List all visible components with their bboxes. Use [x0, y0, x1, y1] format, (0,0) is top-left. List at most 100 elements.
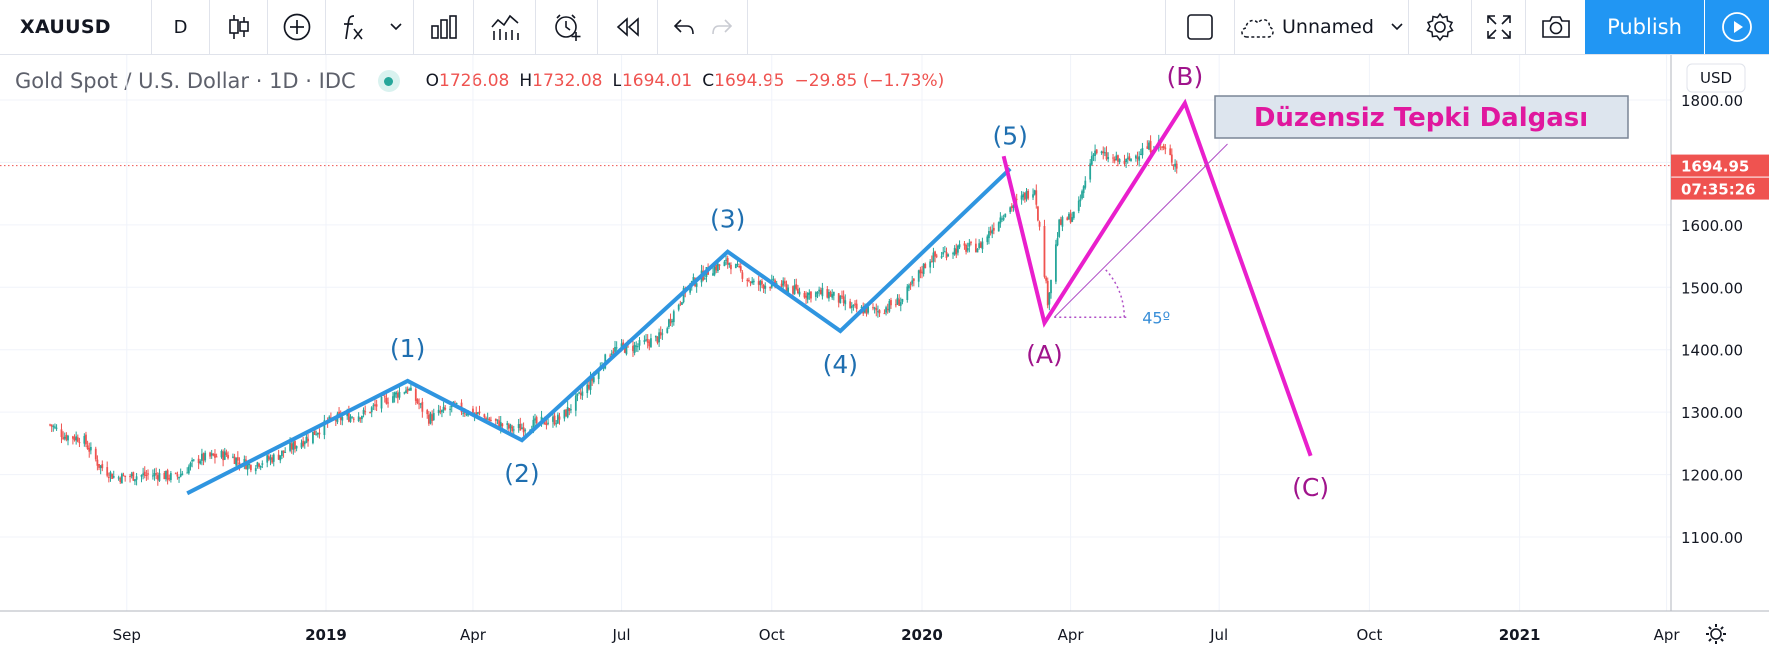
candle-body — [1107, 157, 1110, 160]
candle-body — [997, 222, 1000, 232]
annotation-title: Düzensiz Tepki Dalgası — [1254, 103, 1588, 133]
candle-body — [1139, 153, 1142, 155]
candle-body — [795, 284, 798, 289]
candle-body — [1050, 279, 1052, 294]
settings-button[interactable] — [1408, 0, 1472, 54]
candle-body — [52, 426, 55, 428]
alert-button[interactable] — [536, 0, 598, 54]
candle-body — [759, 280, 762, 286]
undo-icon[interactable] — [672, 17, 696, 37]
interval-button[interactable]: D — [152, 0, 210, 54]
axis-settings-icon[interactable] — [1706, 624, 1726, 644]
candle-body — [235, 457, 238, 466]
chart-style-button[interactable] — [210, 0, 268, 54]
candle-body — [419, 403, 422, 405]
candle-body — [1079, 199, 1082, 202]
candle-body — [181, 473, 184, 476]
candle-body — [1164, 147, 1167, 150]
candle-body — [1002, 217, 1005, 220]
candle-body — [519, 423, 522, 431]
candle-body — [885, 307, 887, 313]
candle-body — [147, 473, 149, 475]
candle-body — [498, 420, 500, 428]
candle-body — [1128, 156, 1131, 161]
candle-body — [427, 414, 430, 424]
candle-body — [94, 448, 97, 460]
redo-icon[interactable] — [710, 17, 734, 37]
replay-button[interactable] — [598, 0, 658, 54]
candle-body — [965, 245, 967, 252]
indicators-button[interactable] — [326, 0, 414, 54]
candle-body — [441, 410, 443, 413]
candle-body — [999, 217, 1002, 224]
candle-body — [119, 477, 122, 483]
snapshot-button[interactable] — [1526, 0, 1585, 54]
time-tick-label: Apr — [1058, 626, 1085, 644]
candle-body — [517, 424, 520, 428]
chevron-down-icon[interactable] — [1391, 23, 1403, 31]
price-tick-label: 1400.00 — [1681, 342, 1743, 360]
candle-body — [76, 437, 79, 442]
candle-body — [408, 388, 411, 391]
candle-body — [1172, 164, 1175, 166]
candle-body — [488, 418, 491, 421]
candle-body — [643, 340, 646, 342]
candle-body — [1169, 148, 1172, 156]
candle-body — [426, 410, 429, 415]
candle-body — [1125, 158, 1128, 162]
candle-body — [429, 413, 432, 424]
candle-body — [369, 411, 371, 413]
candle-body — [55, 427, 58, 429]
candle-body — [463, 412, 466, 414]
candle-body — [650, 338, 652, 348]
candle-body — [1112, 157, 1114, 159]
bars-compare-icon — [430, 15, 457, 39]
select-layout-button[interactable] — [1165, 0, 1235, 54]
candle-body — [989, 231, 992, 233]
market-status-icon[interactable] — [377, 70, 400, 92]
layout-name-button[interactable]: Unnamed — [1238, 0, 1438, 54]
publish-button[interactable]: Publish — [1585, 0, 1704, 54]
candle-body — [134, 479, 136, 482]
templates-button[interactable] — [474, 0, 536, 54]
candle-body — [1032, 194, 1034, 198]
impulse-wave-label: (4) — [823, 350, 858, 379]
candle-body — [346, 413, 349, 417]
candle-body — [952, 253, 954, 255]
play-button[interactable] — [1705, 0, 1769, 54]
candle-body — [65, 434, 68, 440]
candle-body — [1037, 206, 1039, 221]
candle-body — [89, 446, 92, 451]
candle-body — [352, 418, 355, 420]
candle-body — [942, 252, 945, 255]
candle-body — [124, 475, 127, 477]
candle-body — [86, 445, 89, 450]
candle-body — [153, 473, 156, 476]
candle-body — [872, 307, 874, 309]
fullscreen-button[interactable] — [1472, 0, 1526, 54]
candle-body — [475, 412, 478, 415]
candle-body — [679, 303, 682, 305]
candle-body — [169, 473, 172, 480]
candle-body — [143, 471, 146, 476]
candle-body — [769, 287, 772, 289]
financials-button[interactable] — [414, 0, 474, 54]
correction-wave-line — [1001, 98, 1313, 457]
compare-button[interactable] — [268, 0, 326, 54]
candle-body — [1001, 218, 1003, 220]
interval-label: D — [173, 16, 188, 38]
price-chart[interactable]: 1100.00 1200.00 1300.00 1400.00 1500.00 1600.… — [0, 55, 1769, 657]
symbol-search[interactable]: XAUUSD — [0, 0, 152, 54]
candle-body — [568, 408, 571, 411]
candle-body — [375, 404, 378, 407]
candle-body — [197, 458, 200, 464]
candle-body — [1170, 154, 1173, 163]
chevron-down-icon[interactable] — [389, 23, 402, 31]
candle-body — [1048, 292, 1051, 305]
candle-body — [192, 459, 195, 461]
candle-body — [1084, 180, 1087, 188]
candle-body — [932, 252, 935, 262]
candle-body — [313, 430, 316, 435]
candle-body — [751, 280, 754, 284]
candle-body — [393, 392, 396, 398]
